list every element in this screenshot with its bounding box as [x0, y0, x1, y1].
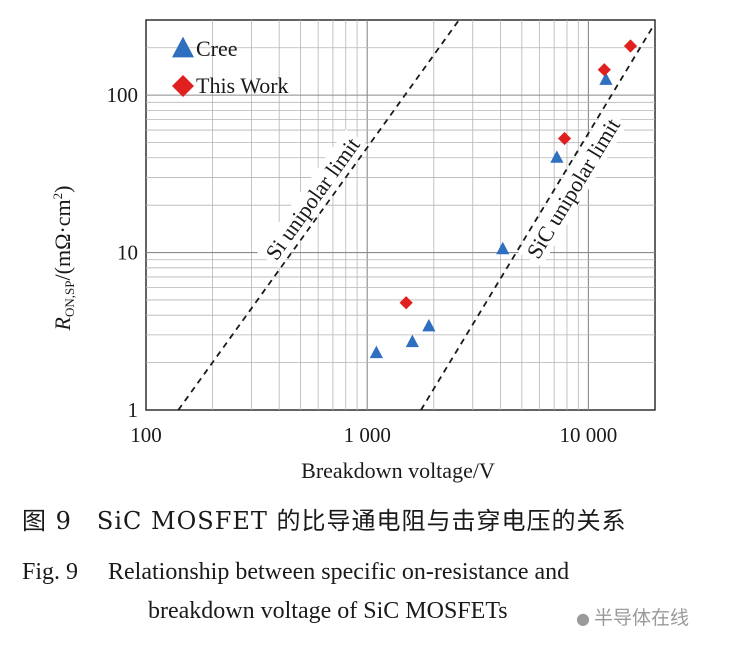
figure-caption-chinese: 图 9 SiC MOSFET 的比导通电阻与击穿电压的关系	[22, 507, 627, 535]
x-tick-label: 10 000	[560, 423, 618, 447]
y-tick-label: 10	[117, 241, 138, 265]
legend-marker	[172, 36, 194, 58]
cree-point	[599, 72, 613, 85]
figure-caption-english-line-2: breakdown voltage of SiC MOSFETs	[148, 598, 508, 624]
data-points	[369, 39, 638, 359]
reference-line-label-background	[518, 109, 628, 267]
watermark: ● 半导体在线	[576, 603, 689, 630]
y-axis-title: RON,SP/(mΩ·cm2)	[50, 186, 77, 332]
x-axis-title: Breakdown voltage/V	[301, 458, 495, 483]
watermark-text: 半导体在线	[593, 607, 689, 629]
cree-point	[369, 345, 383, 359]
y-tick-label: 1	[128, 398, 139, 422]
cree-point	[405, 334, 419, 348]
reference-line-label-background	[257, 129, 368, 269]
reference-line	[420, 26, 654, 411]
this-work-point	[623, 39, 638, 53]
legend: Cree This Work	[172, 36, 289, 98]
x-tick-labels: 100 1 000 10 000	[130, 423, 617, 447]
legend-label: This Work	[196, 73, 289, 98]
legend-label: Cree	[196, 36, 238, 61]
y-tick-label: 100	[107, 83, 139, 107]
cree-point	[496, 241, 510, 255]
wechat-icon: ●	[576, 609, 590, 628]
legend-marker	[172, 75, 194, 97]
this-work-point	[399, 296, 413, 310]
reference-line	[177, 19, 460, 411]
y-tick-labels: 1 10 100	[107, 83, 139, 422]
x-tick-label: 100	[130, 423, 162, 447]
plot-area: Si unipolar limit SiC unipolar limit Cree…	[145, 19, 656, 411]
this-work-point	[597, 63, 611, 77]
this-work-point	[557, 131, 572, 146]
x-tick-label: 1 000	[344, 423, 391, 447]
figure-caption-english-line-1: Fig. 9 Relationship between specific on-…	[22, 559, 570, 585]
cree-point	[550, 150, 564, 163]
cree-point	[422, 318, 436, 332]
